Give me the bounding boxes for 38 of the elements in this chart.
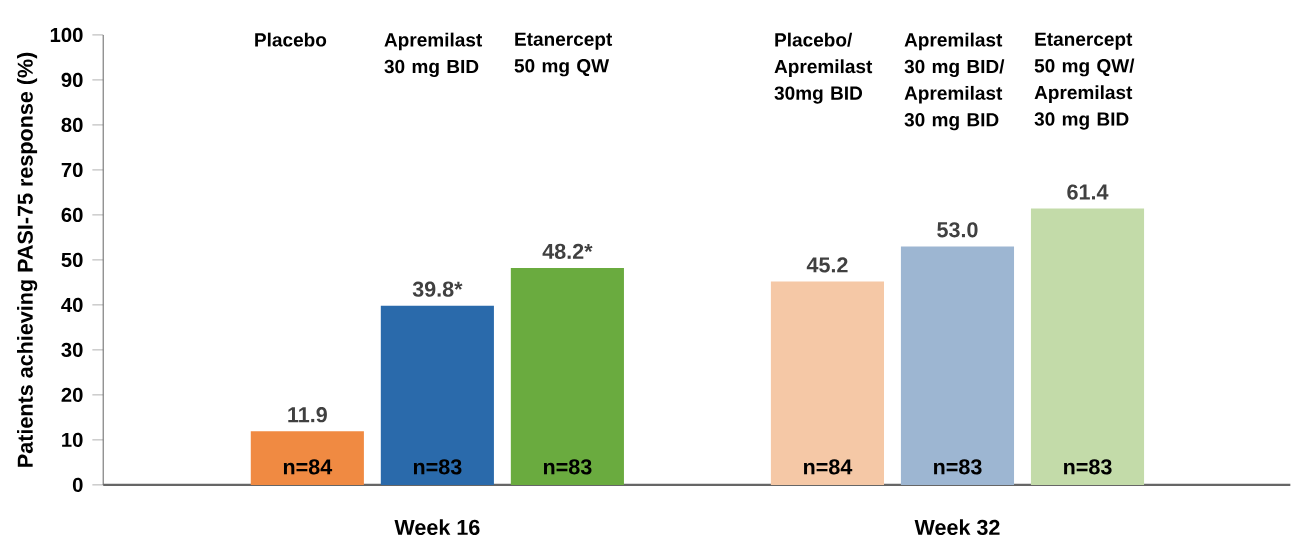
x-tick-label: Placebo bbox=[255, 32, 327, 47]
annotation: n=83 bbox=[413, 459, 462, 475]
y-tick-label: 50 bbox=[61, 252, 83, 268]
y-tick-label: 60 bbox=[61, 207, 83, 223]
y-tick-label: 80 bbox=[61, 117, 83, 133]
bar bbox=[900, 246, 1015, 486]
y-tick-label: 10 bbox=[62, 432, 83, 448]
data-label: 53.0 bbox=[937, 222, 978, 238]
annotation: n=83 bbox=[934, 459, 982, 475]
y-tick-label: 70 bbox=[61, 162, 83, 178]
x-tick-label: Apremilast 30 mg BID bbox=[384, 32, 483, 78]
annotation: n=83 bbox=[1064, 459, 1112, 475]
x-tick-label: Etanercept 50 mg QW/ Apremilast 30 mg BID bbox=[1034, 32, 1135, 130]
data-label: 45.2 bbox=[806, 257, 848, 273]
bar bbox=[1030, 208, 1145, 486]
x-tick-label: Apremilast 30 mg BID/ Apremilast 30 mg BID bbox=[904, 32, 1005, 131]
y-tick-label: 40 bbox=[61, 297, 83, 313]
data-label: 39.8* bbox=[412, 281, 463, 298]
bar bbox=[770, 281, 885, 486]
text: Week 16 bbox=[394, 519, 480, 536]
data-label: 48.2* bbox=[542, 244, 593, 260]
y-tick-label: 100 bbox=[50, 27, 83, 43]
annotation: n=84 bbox=[283, 459, 333, 475]
y-tick-label: 20 bbox=[61, 387, 83, 403]
data-label: 61.4 bbox=[1067, 184, 1109, 200]
bar bbox=[250, 431, 364, 486]
y-tick-label: 90 bbox=[61, 72, 83, 88]
annotation: n=84 bbox=[804, 459, 853, 475]
annotation: n=83 bbox=[543, 459, 592, 475]
x-tick-label: Placebo/ Apremilast 30mg BID bbox=[774, 32, 873, 104]
data-label: 11.9 bbox=[288, 407, 327, 423]
text: Week 32 bbox=[914, 519, 1000, 536]
y-axis-title: Patients achieving PASI-75 response (%) bbox=[17, 52, 38, 467]
bar bbox=[380, 306, 494, 486]
bar bbox=[510, 268, 624, 486]
y-tick-label: 0 bbox=[72, 477, 83, 493]
y-tick-label: 30 bbox=[61, 342, 83, 358]
x-tick-label: Etanercept 50 mg QW bbox=[514, 32, 613, 77]
